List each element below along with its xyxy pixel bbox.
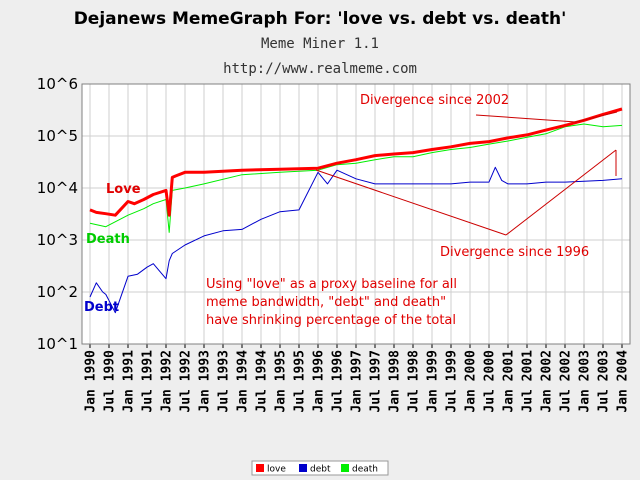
x-tick-label: Jul 1994 bbox=[255, 350, 270, 413]
annotation-divergence-2002: Divergence since 2002 bbox=[360, 93, 509, 108]
x-tick-label: Jan 2000 bbox=[464, 350, 479, 413]
grid bbox=[82, 84, 630, 348]
series-layer bbox=[89, 107, 623, 314]
series-death-line bbox=[89, 123, 623, 233]
chart-title: Dejanews MemeGraph For: 'love vs. debt v… bbox=[74, 9, 567, 29]
x-axis-ticks: Jan 1990 Jul 1990 Jan 1991 Jul 1991 Jan 1992… bbox=[84, 350, 631, 413]
series-love-line bbox=[89, 107, 623, 217]
x-tick-label: Jul 2000 bbox=[483, 350, 498, 413]
x-tick-label: Jan 1995 bbox=[274, 350, 289, 413]
x-tick-label: Jan 1996 bbox=[312, 350, 327, 413]
x-tick-label: Jul 1991 bbox=[141, 350, 156, 413]
x-tick-label: Jul 1997 bbox=[369, 350, 384, 413]
x-tick-label: Jul 1996 bbox=[331, 350, 346, 413]
x-tick-label: Jul 2002 bbox=[559, 350, 574, 413]
legend-label-death: death bbox=[352, 465, 378, 475]
x-tick-label: Jul 1992 bbox=[179, 350, 194, 413]
x-tick-label: Jan 1997 bbox=[350, 350, 365, 413]
divergence-2002-line-a bbox=[475, 114, 577, 123]
series-label-love: Love bbox=[106, 182, 141, 197]
x-tick-label: Jul 1990 bbox=[103, 350, 118, 413]
y-tick-label: 10^3 bbox=[37, 231, 78, 249]
x-tick-label: Jan 2003 bbox=[578, 350, 593, 413]
chart-subtitle: Meme Miner 1.1 bbox=[261, 36, 379, 52]
legend-box bbox=[251, 460, 389, 476]
y-tick-label: 10^4 bbox=[37, 179, 78, 197]
annotation-divergence-1996: Divergence since 1996 bbox=[440, 245, 589, 260]
y-tick-label: 10^2 bbox=[37, 283, 78, 301]
x-tick-label: Jul 1998 bbox=[407, 350, 422, 413]
series-label-debt: Debt bbox=[84, 300, 119, 315]
divergence-1996-line-b bbox=[505, 149, 617, 236]
x-tick-label: Jan 1990 bbox=[84, 350, 99, 413]
annotation-note-line-3: have shrinking percentage of the total bbox=[206, 313, 456, 328]
x-tick-label: Jan 2002 bbox=[540, 350, 555, 413]
x-tick-label: Jan 2004 bbox=[616, 350, 631, 413]
plot-frame bbox=[81, 83, 631, 345]
y-tick-label: 10^5 bbox=[37, 127, 78, 145]
legend-swatch-death bbox=[341, 464, 349, 472]
legend-label-debt: debt bbox=[310, 465, 331, 475]
chart-url: http://www.realmeme.com bbox=[223, 61, 417, 77]
x-tick-label: Jan 1991 bbox=[122, 350, 137, 413]
x-tick-label: Jul 1993 bbox=[217, 350, 232, 413]
divergence-1996-line-a bbox=[315, 169, 507, 236]
legend-swatch-love bbox=[256, 464, 264, 472]
annotation-note-line-2: meme bandwidth, "debt" and death" bbox=[206, 295, 446, 310]
annotation-note-line-1: Using "love" as a proxy baseline for all bbox=[206, 277, 457, 292]
legend-swatch-debt bbox=[299, 464, 307, 472]
x-tick-label: Jan 2001 bbox=[502, 350, 517, 413]
x-tick-label: Jan 1993 bbox=[198, 350, 213, 413]
y-axis-ticks: 10^6 10^5 10^4 10^3 10^2 10^1 bbox=[37, 75, 78, 353]
x-tick-label: Jan 1998 bbox=[388, 350, 403, 413]
x-tick-label: Jan 1992 bbox=[160, 350, 175, 413]
series-label-death: Death bbox=[86, 232, 130, 247]
series-debt-line bbox=[89, 166, 623, 314]
x-tick-label: Jan 1994 bbox=[236, 350, 251, 413]
y-tick-label: 10^6 bbox=[37, 75, 78, 93]
x-tick-label: Jul 2003 bbox=[597, 350, 612, 413]
x-tick-label: Jul 2001 bbox=[521, 350, 536, 413]
x-tick-label: Jul 1999 bbox=[445, 350, 460, 413]
x-tick-label: Jul 1995 bbox=[293, 350, 308, 413]
legend: love debt death bbox=[251, 460, 389, 476]
annotation-lines bbox=[315, 111, 618, 236]
divergence-2002-line-b bbox=[575, 111, 618, 123]
y-tick-label: 10^1 bbox=[37, 335, 78, 353]
legend-label-love: love bbox=[267, 465, 286, 475]
x-tick-label: Jan 1999 bbox=[426, 350, 441, 413]
